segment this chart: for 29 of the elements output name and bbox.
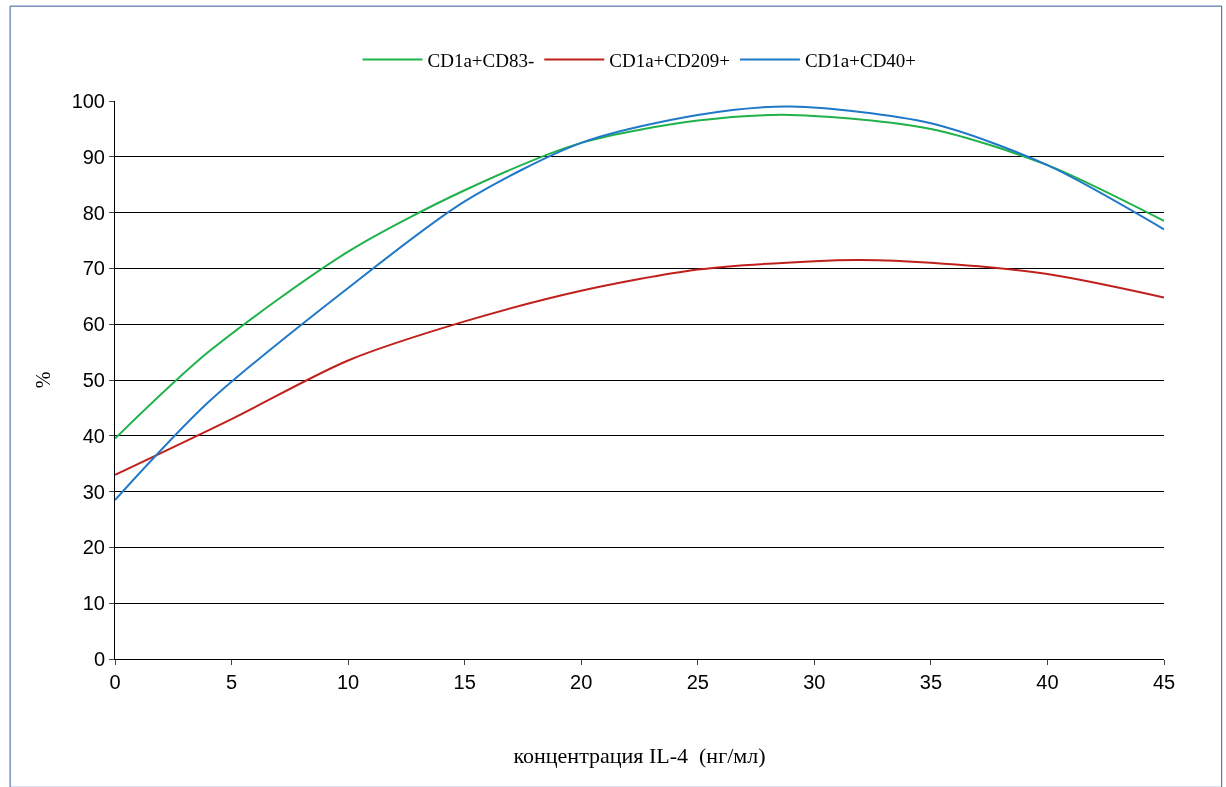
y-tick-label: 10 (82, 592, 105, 615)
x-tick-label: 20 (570, 671, 593, 693)
x-tick-label: 25 (686, 671, 709, 693)
y-tick-label: 30 (82, 480, 105, 503)
x-tick-label: 15 (453, 671, 476, 693)
y-tick-label: 100 (71, 90, 105, 112)
y-tick-label: 70 (82, 257, 105, 280)
y-axis-title: % (32, 371, 55, 389)
line-series (115, 113, 1164, 440)
legend-label: CD1a+CD209+ (609, 49, 730, 71)
y-tick-label: 20 (82, 536, 105, 559)
x-tick-label: 40 (1036, 671, 1059, 693)
x-tick-label: 0 (109, 671, 121, 693)
line-series (115, 105, 1164, 501)
y-tick-label: 60 (82, 313, 105, 336)
line-series (115, 259, 1164, 476)
y-tick-label: 80 (82, 201, 105, 224)
legend-label: CD1a+CD83- (427, 49, 535, 71)
y-tick-label: 0 (93, 648, 105, 670)
y-tick-label: 50 (82, 369, 105, 391)
x-axis-title: концентрация IL-4 (нг/мл) (513, 742, 766, 768)
legend-label: CD1a+CD40+ (804, 49, 917, 71)
x-tick-label: 10 (336, 671, 360, 693)
x-tick-label: 5 (226, 671, 238, 693)
y-tick-label: 90 (82, 145, 105, 168)
x-tick-label: 35 (919, 671, 943, 693)
y-tick-label: 40 (82, 424, 105, 447)
x-tick-label: 45 (1152, 671, 1176, 693)
x-tick-label: 30 (803, 671, 826, 693)
